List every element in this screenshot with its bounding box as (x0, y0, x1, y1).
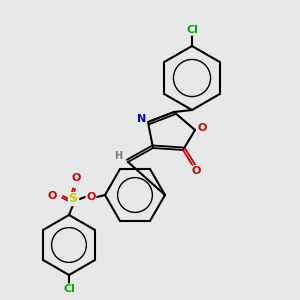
Text: O: O (71, 173, 81, 183)
Text: S: S (68, 193, 77, 206)
Text: O: O (86, 192, 96, 202)
Text: H: H (114, 151, 122, 161)
Text: Cl: Cl (186, 25, 198, 35)
Text: O: O (197, 123, 207, 133)
Text: N: N (137, 114, 147, 124)
Text: O: O (191, 166, 201, 176)
Text: Cl: Cl (63, 284, 75, 294)
Text: O: O (47, 191, 57, 201)
